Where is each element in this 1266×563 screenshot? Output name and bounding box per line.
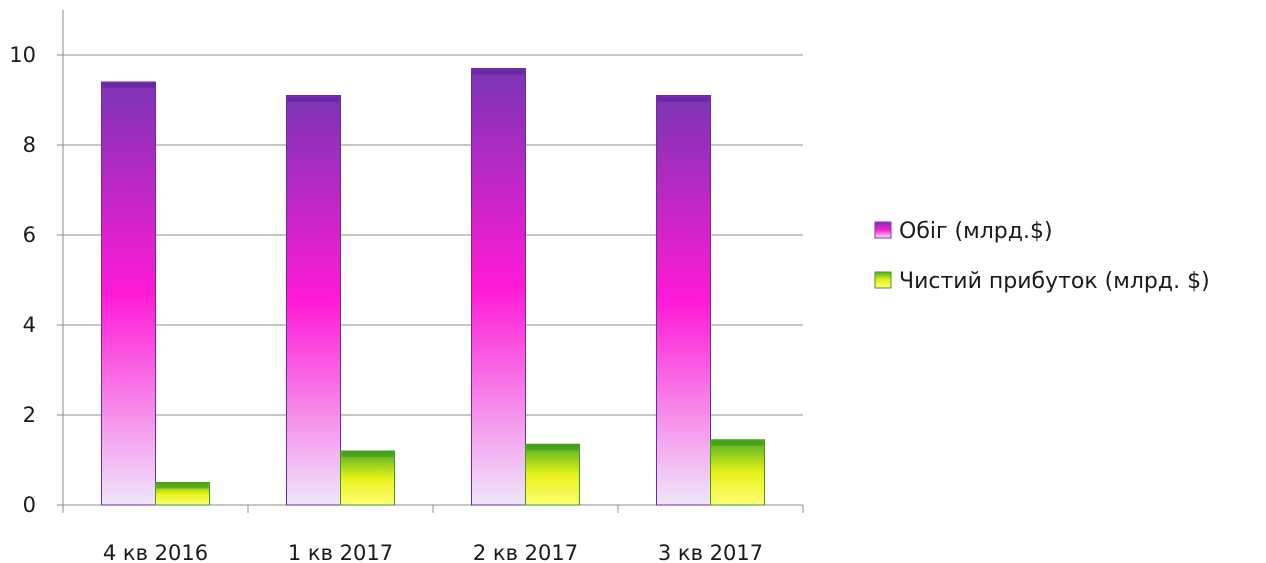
bar-cap-chystyi-prybutok-2 [526,445,579,451]
x-category-label: 4 кв 2016 [103,541,208,563]
bar-cap-chystyi-prybutok-1 [341,452,394,457]
legend-swatch-obig [874,221,892,239]
x-category-label: 2 кв 2017 [473,541,578,563]
y-tick-label: 2 [23,403,36,427]
bar-obig-2 [471,68,526,506]
legend-item-chystyi-prybutok: Чистий прибуток (млрд. $) [874,269,1210,294]
bar-cap-chystyi-prybutok-3 [711,440,764,446]
y-tick-label: 4 [23,313,36,337]
bar-obig-0 [101,81,156,506]
legend: Обіг (млрд.$) Чистий прибуток (млрд. $) [874,219,1210,294]
y-tick-label: 8 [23,133,36,157]
y-tick-label: 6 [23,223,36,247]
legend-swatch-chystyi-prybutok [874,271,892,289]
bar-cap-obig-2 [472,69,525,75]
legend-label-chystyi-prybutok: Чистий прибуток (млрд. $) [899,269,1210,294]
y-tick-label: 10 [9,43,36,67]
bar-chystyi-prybutok-3 [710,439,765,506]
bar-cap-obig-3 [657,96,710,102]
x-category-label: 3 кв 2017 [658,541,763,563]
x-category-labels: 4 кв 2016 1 кв 2017 2 кв 2017 3 кв 2017 [103,541,763,563]
x-category-label: 1 кв 2017 [288,541,393,563]
bar-chystyi-prybutok-1 [340,450,395,506]
bar-cap-chystyi-prybutok-0 [156,483,209,489]
bar-cap-obig-0 [102,83,155,88]
bar-chystyi-prybutok-2 [525,443,580,506]
bar-cap-obig-1 [287,96,340,102]
legend-label-obig: Обіг (млрд.$) [899,219,1053,244]
bar-obig-3 [656,95,711,506]
y-tick-labels: 0 2 4 6 8 10 [9,43,36,517]
bar-obig-1 [286,95,341,506]
bars [101,68,765,506]
y-tick-label: 0 [23,493,36,517]
legend-item-obig: Обіг (млрд.$) [874,219,1053,244]
